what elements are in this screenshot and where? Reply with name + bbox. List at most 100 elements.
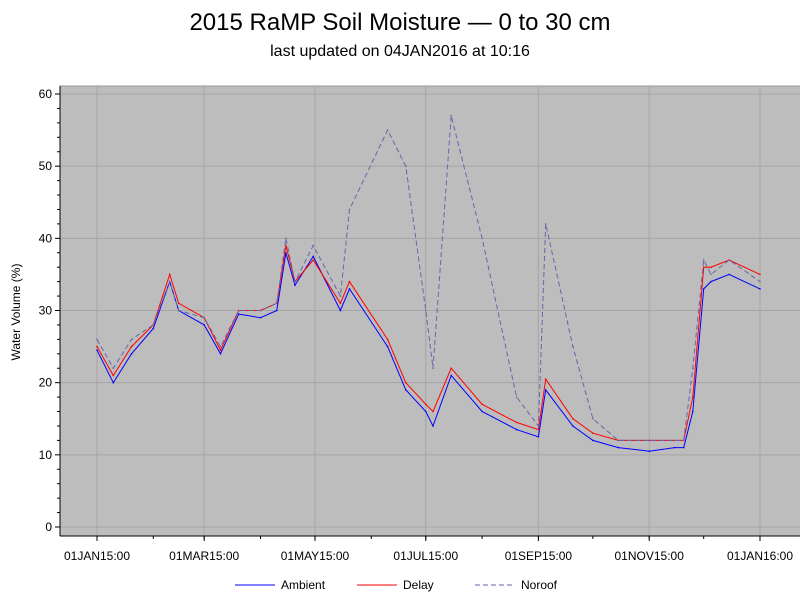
series-noroof-point [572,345,574,348]
series-noroof-line [96,115,761,441]
series-noroof-point [203,316,205,319]
series-delay-point [759,273,761,276]
y-axis: 0 10 20 30 40 50 60 [39,86,61,536]
series-noroof-point [386,129,389,131]
series-delay-point [130,345,133,348]
y-tick-label: 50 [39,159,53,173]
series-ambient-point [673,446,676,449]
series-ambient-point [425,410,427,413]
series-delay-point [112,374,115,377]
series-group [96,114,761,453]
x-tick-label: 01MAR15:00 [169,549,239,563]
chart-title: 2015 RaMP Soil Moisture — 0 to 30 cm [189,9,610,36]
chart-subtitle: last updated on 04JAN2016 at 10:16 [270,43,530,60]
series-noroof-point [130,338,133,341]
series-noroof-point [339,295,342,297]
series-delay-point [339,302,342,305]
series-ambient-point [237,313,240,315]
series-ambient-point [152,327,155,330]
series-delay-point [481,403,483,406]
series-delay-point [702,266,705,269]
legend-label-noroof: Noroof [521,578,558,592]
x-tick-label: 01MAY15:00 [281,549,350,563]
y-tick-label: 10 [39,448,53,462]
series-ambient-point [294,284,296,287]
series-ambient-point [130,353,133,355]
series-ambient-point [710,280,712,283]
y-tick-label: 20 [39,376,53,390]
x-axis: 01JAN15:00 01MAR15:00 01MAY15:00 01JUL15:00… [60,535,800,563]
series-noroof-point [425,309,427,312]
series-delay-point [572,418,574,420]
series-noroof-point [294,280,296,283]
series-ambient-point [572,425,574,427]
series-delay-point [710,266,712,269]
series-ambient-point [276,309,278,312]
series-noroof-point [285,237,287,240]
series-ambient-point [450,374,453,377]
series-delay-point [386,338,389,341]
series-delay-point [96,345,98,348]
series-ambient-line [96,252,761,452]
x-tick-label: 01JUL15:00 [393,549,458,563]
series-delay-point [537,428,540,431]
series-ambient-point [219,353,222,355]
series-noroof-point [617,439,620,442]
series-delay-point [219,349,222,352]
series-noroof-point [312,244,315,247]
series-delay-point [450,367,453,370]
y-tick-label: 30 [39,304,53,318]
series-delay-point [592,432,594,435]
series-ambient-point [112,381,115,384]
series-noroof-point [728,259,730,261]
series-ambient-point [682,446,685,449]
series-noroof-point [405,165,407,167]
series-ambient-point [692,410,694,413]
series-noroof-point [276,302,278,305]
series-noroof-point [481,237,483,240]
series-delay-point [515,421,518,424]
x-tick-label: 01JAN16:00 [727,549,793,563]
series-delay-point [168,273,171,276]
series-delay-point [432,410,434,413]
legend-label-ambient: Ambient [281,578,326,592]
y-axis-label: Water Volume (%) [9,264,23,361]
series-ambient-point [432,425,434,427]
series-noroof-point [152,324,155,326]
series-noroof-point [348,208,351,211]
series-ambient-point [759,288,761,290]
series-ambient-point [285,252,287,254]
series-noroof-point [544,223,547,225]
y-tick-label: 0 [45,520,52,534]
series-noroof-point [592,418,594,420]
x-tick-label: 01JAN15:00 [64,549,130,563]
series-noroof-point [702,259,705,261]
series-ambient-point [515,428,518,431]
series-ambient-point [617,446,620,449]
grid-lines [60,86,800,536]
series-ambient-point [544,389,547,391]
series-ambient-point [203,324,205,326]
series-noroof-point [537,425,540,427]
y-tick-label: 40 [39,231,53,245]
series-noroof-point [682,439,685,442]
series-ambient-point [312,255,315,258]
series-ambient-point [348,288,351,290]
series-noroof-point [710,273,712,276]
series-ambient-point [96,349,98,352]
series-delay-point [348,280,351,283]
series-noroof-point [219,345,222,348]
series-ambient-point [339,309,342,312]
series-noroof-point [168,280,171,283]
series-noroof-point [515,396,518,398]
series-noroof-point [450,114,453,117]
series-noroof-point [259,309,262,312]
series-ambient-point [537,436,540,438]
series-noroof-point [759,280,761,283]
legend-label-delay: Delay [403,578,434,592]
series-delay-point [177,302,180,305]
x-tick-label: 01SEP15:00 [505,549,573,563]
series-delay-point [285,244,287,247]
series-ambient-point [481,410,483,413]
series-noroof-point [96,338,98,341]
